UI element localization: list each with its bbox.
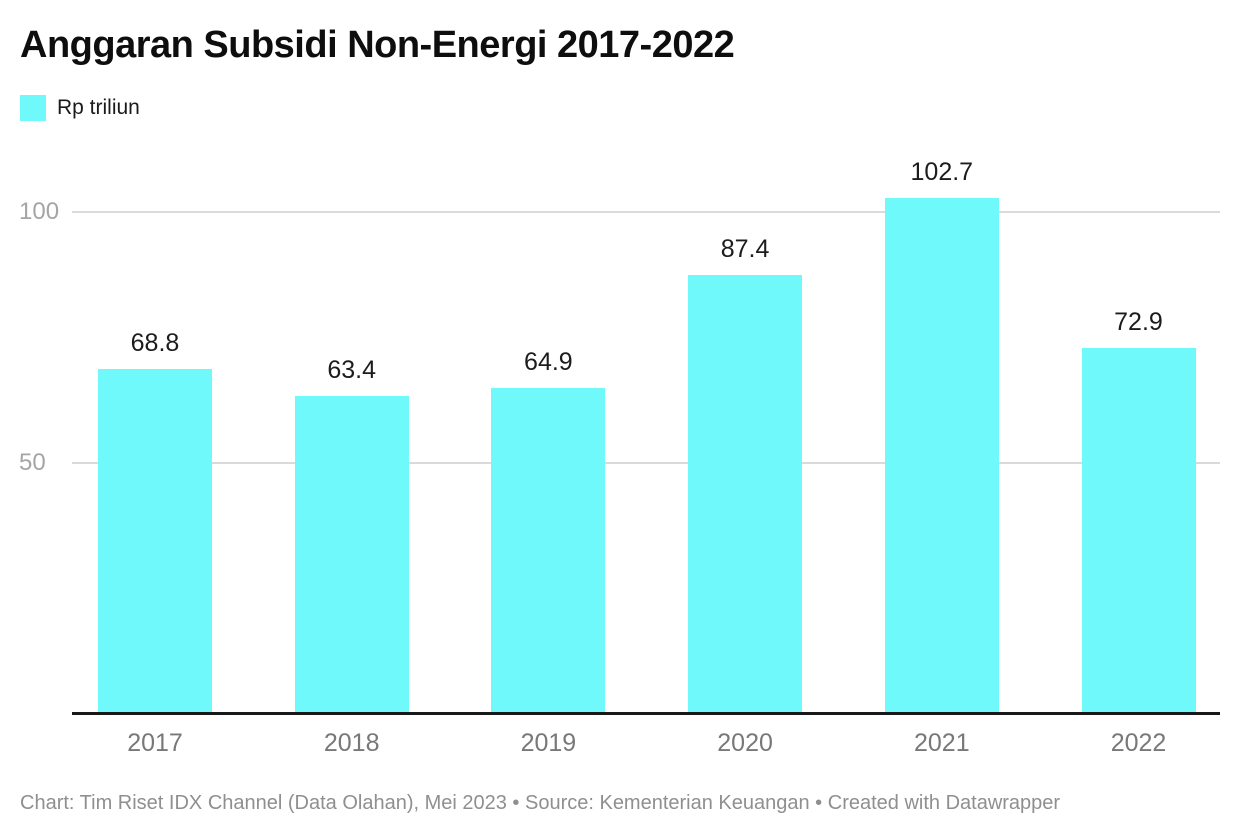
bar-value-label: 63.4 — [327, 355, 377, 384]
bar-2018 — [294, 395, 409, 714]
bar-2022 — [1081, 348, 1196, 714]
legend-color-swatch — [20, 95, 46, 121]
bar-value-label: 87.4 — [720, 235, 770, 264]
bar-2019 — [491, 388, 606, 714]
chart-footer: Chart: Tim Riset IDX Channel (Data Olaha… — [20, 792, 1061, 814]
x-axis-label: 2019 — [520, 729, 577, 757]
x-axis-line — [72, 712, 1220, 715]
legend-label: Rp triliun — [57, 96, 140, 119]
x-axis-label: 2020 — [717, 729, 773, 757]
chart-title: Anggaran Subsidi Non-Energi 2017-2022 — [20, 24, 735, 66]
x-axis-label: 2021 — [913, 729, 970, 757]
y-tick-label: 50 — [19, 449, 46, 476]
x-axis-label: 2022 — [1110, 729, 1167, 757]
bar-value-label: 72.9 — [1114, 308, 1163, 337]
y-tick-label: 100 — [19, 198, 60, 225]
bar-value-label: 102.7 — [910, 158, 974, 187]
bar-value-label: 64.9 — [524, 348, 573, 377]
bar-2021 — [884, 198, 999, 714]
bar-2017 — [98, 368, 212, 714]
x-axis-label: 2018 — [323, 729, 380, 757]
bar-2020 — [688, 275, 803, 714]
y-gridline — [72, 211, 1220, 213]
bar-value-label: 68.8 — [130, 328, 180, 357]
x-axis-label: 2017 — [127, 729, 183, 757]
y-gridline — [72, 462, 1220, 464]
legend: Rp triliun — [20, 95, 140, 121]
